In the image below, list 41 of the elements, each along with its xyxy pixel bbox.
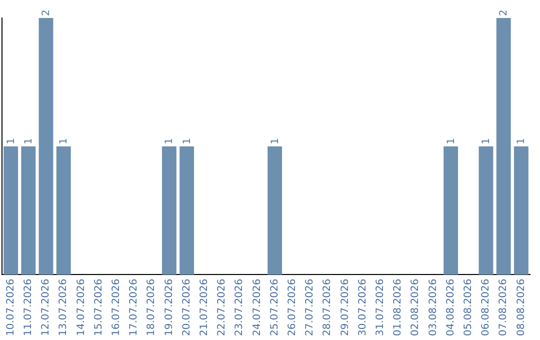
x-tick-label: 04.08.2026 xyxy=(445,278,456,336)
x-tick-label: 14.07.2026 xyxy=(76,278,87,336)
data-label: 2 xyxy=(498,10,510,16)
x-tick-label: 23.07.2026 xyxy=(234,278,246,336)
x-tick-label: 28.07.2026 xyxy=(322,278,334,336)
x-tick-label: 25.07.2026 xyxy=(269,278,280,336)
data-label: 1 xyxy=(164,138,176,144)
x-tick-label: 02.08.2026 xyxy=(410,278,422,336)
x-tick-label: 30.07.2026 xyxy=(357,278,368,336)
x-tick-label: 22.07.2026 xyxy=(216,278,228,336)
x-tick-label: 27.07.2026 xyxy=(304,278,316,336)
x-tick-label: 16.07.2026 xyxy=(110,278,122,336)
data-label: 1 xyxy=(481,138,492,144)
x-tick-label: 01.08.2026 xyxy=(392,278,404,336)
x-tick-label: 05.08.2026 xyxy=(462,278,474,336)
x-tick-label: 08.08.2026 xyxy=(516,278,527,336)
x-tick-label: 07.08.2026 xyxy=(498,278,510,336)
x-tick-label: 12.07.2026 xyxy=(40,278,52,336)
x-tick-label: 06.08.2026 xyxy=(480,278,492,336)
x-tick-label: 31.07.2026 xyxy=(374,278,386,336)
x-tick-label: 20.07.2026 xyxy=(181,278,192,336)
x-tick-label: 26.07.2026 xyxy=(286,278,298,336)
x-tick-label: 24.07.2026 xyxy=(252,278,263,336)
data-label: 1 xyxy=(23,138,34,144)
x-tick-label: 13.07.2026 xyxy=(58,278,70,336)
data-label: 1 xyxy=(182,138,193,144)
x-tick-label: 17.07.2026 xyxy=(128,278,140,336)
x-tick-label: 29.07.2026 xyxy=(340,278,351,336)
data-label: 1 xyxy=(270,138,281,144)
data-label: 1 xyxy=(446,138,457,144)
data-label: 1 xyxy=(516,138,528,144)
data-label: 1 xyxy=(6,138,17,144)
x-tick-label: 11.07.2026 xyxy=(22,278,34,336)
x-tick-label: 15.07.2026 xyxy=(93,278,104,336)
x-tick-label: 10.07.2026 xyxy=(5,278,16,336)
x-tick-label: 03.08.2026 xyxy=(428,278,439,336)
data-label: 1 xyxy=(58,138,70,144)
x-tick-label: 18.07.2026 xyxy=(146,278,158,336)
x-tick-label: 21.07.2026 xyxy=(198,278,210,336)
x-tick-label: 19.07.2026 xyxy=(164,278,175,336)
data-label: 2 xyxy=(41,10,52,16)
